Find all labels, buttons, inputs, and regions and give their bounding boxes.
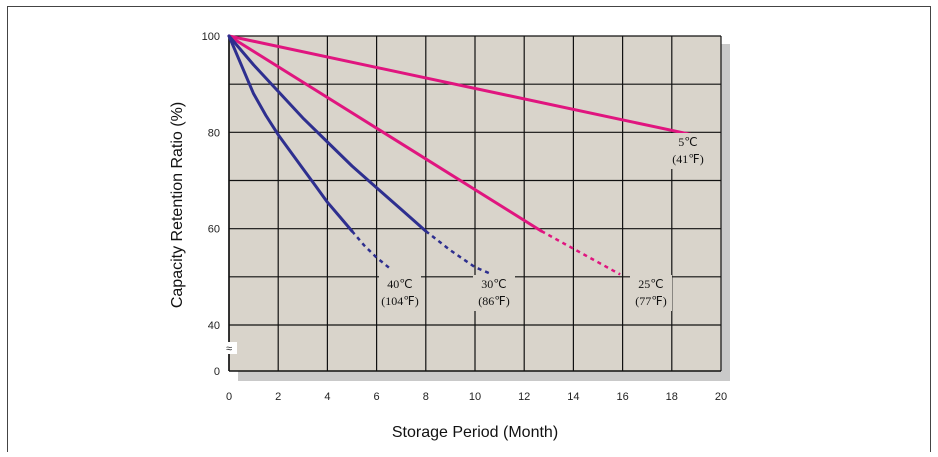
series-line-dashed [540, 230, 621, 276]
y-tick-label: 80 [208, 127, 220, 139]
curve-label: (86℉) [478, 294, 509, 308]
y-tick-label: 40 [208, 320, 220, 332]
x-tick-label: 12 [518, 391, 530, 403]
x-tick-label: 16 [616, 391, 628, 403]
y-axis-break-gap [221, 342, 237, 354]
curve-label: 5℃ [678, 135, 697, 149]
curve-label: (77℉) [635, 294, 666, 308]
series-line-solid [227, 34, 354, 233]
x-tick-label: 14 [567, 391, 579, 403]
curve-label-background [630, 275, 672, 311]
series-line-solid [227, 34, 543, 233]
series-line-dashed [351, 230, 393, 271]
x-tick-label: 2 [275, 391, 281, 403]
curve-label: 30℃ [481, 277, 506, 291]
y-tick-label: 0 [214, 366, 220, 378]
x-tick-label: 10 [469, 391, 481, 403]
curve-label-background [667, 133, 709, 169]
x-tick-label: 18 [666, 391, 678, 403]
y-axis-title: Capacity Retention Ratio (%) [169, 102, 186, 308]
x-tick-label: 20 [715, 391, 727, 403]
y-axis-break-symbol: ≈ [226, 343, 232, 355]
chart-frame [7, 6, 931, 452]
x-tick-label: 6 [374, 391, 380, 403]
curve-label: 40℃ [387, 277, 412, 291]
series-line-solid [227, 34, 428, 233]
curve-label: 25℃ [638, 277, 663, 291]
curve-label-background [473, 275, 515, 311]
x-axis-title: Storage Period (Month) [392, 424, 558, 441]
curve-label: (104℉) [381, 294, 418, 308]
series-line-solid [227, 34, 706, 139]
y-tick-label: 100 [202, 31, 220, 43]
curve-label-background [379, 275, 421, 311]
curve-label: (41℉) [672, 152, 703, 166]
x-tick-label: 0 [226, 391, 232, 403]
x-tick-label: 4 [324, 391, 330, 403]
y-tick-label: 60 [208, 224, 220, 236]
x-tick-label: 8 [423, 391, 429, 403]
